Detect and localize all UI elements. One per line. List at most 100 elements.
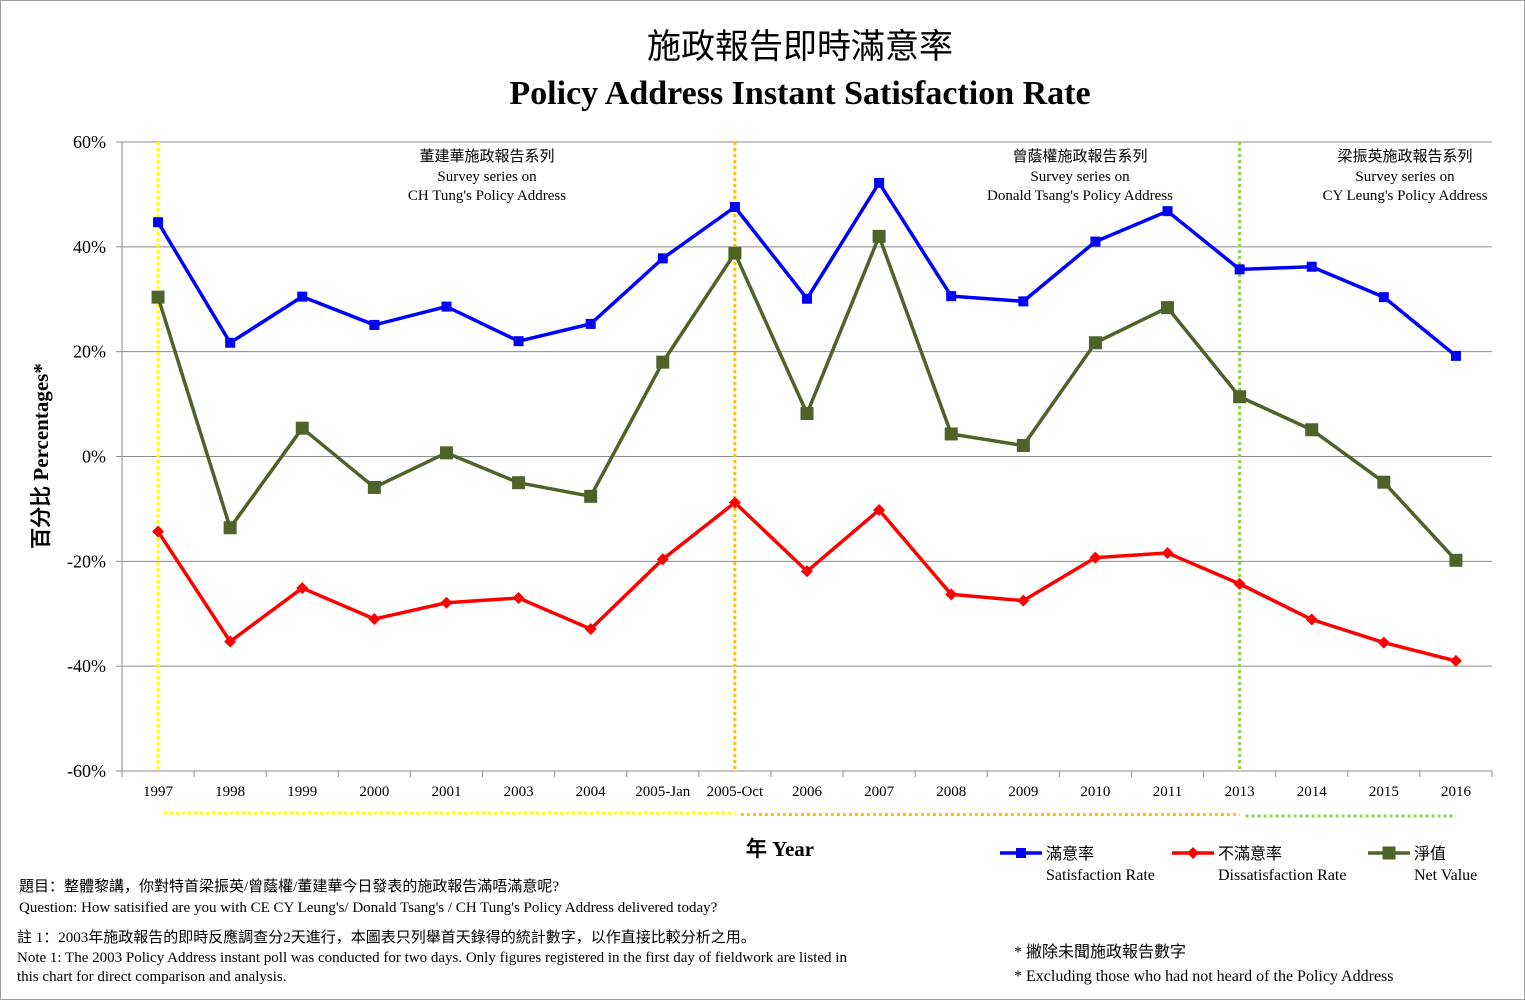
data-point: [1089, 551, 1102, 564]
x-tick-label: 2010: [1080, 784, 1110, 800]
y-tick-label: 0%: [82, 447, 106, 467]
y-tick-label: -60%: [67, 761, 106, 781]
data-point: [368, 612, 381, 625]
legend-item-net-value: 淨值 Net Value: [1368, 845, 1477, 884]
x-tick-label: 2004: [576, 784, 607, 800]
data-point: [1018, 296, 1029, 307]
data-point: [1449, 553, 1463, 567]
period-label-en-line1: Survey series on: [437, 169, 537, 185]
data-point: [1017, 594, 1030, 607]
x-tick-label: 2005-Jan: [635, 784, 690, 800]
legend-label: 滿意率: [1046, 844, 1094, 863]
data-point: [1233, 390, 1247, 404]
legend-label-en: Satisfaction Rate: [1046, 867, 1155, 884]
data-point: [729, 201, 740, 212]
data-point: [584, 622, 597, 635]
data-point: [1378, 292, 1389, 303]
data-point: [1090, 236, 1101, 247]
question-zh: 題目：整體黎講，你對特首梁振英/曾蔭權/董建華今日發表的施政報告滿唔滿意呢?: [19, 879, 559, 895]
data-point: [1162, 206, 1173, 217]
data-point: [657, 253, 668, 264]
data-point: [152, 525, 165, 538]
data-point: [151, 290, 165, 304]
footnote-en: * Excluding those who had not heard of t…: [1014, 968, 1394, 985]
x-tick-label: 2000: [359, 784, 389, 800]
period-label-en-line2: CY Leung's Policy Address: [1322, 188, 1487, 204]
y-tick-label: -40%: [67, 656, 106, 676]
data-point: [802, 293, 812, 304]
period-markers: 董建華施政報告系列 Survey series on CH Tung's Polic…: [156, 142, 1488, 818]
x-tick-label: 2015: [1369, 784, 1399, 800]
data-point: [296, 582, 309, 595]
x-tick-label: 2014: [1297, 784, 1328, 800]
data-point: [1306, 261, 1317, 272]
data-point: [585, 318, 596, 329]
data-point: [872, 229, 886, 243]
footnote-zh: * 撇除未聞施政報告數字: [1014, 944, 1187, 961]
x-tick-label: 1999: [287, 784, 317, 800]
series-lines: [151, 177, 1463, 667]
data-point: [295, 421, 309, 435]
data-point: [656, 553, 669, 566]
data-point: [1450, 350, 1461, 361]
data-point: [439, 446, 453, 460]
series-line: [156, 181, 1458, 358]
data-point: [1016, 438, 1030, 452]
series-satisfaction-rate: [153, 177, 1461, 361]
data-point: [369, 319, 380, 330]
data-point: [728, 496, 741, 509]
legend-label-en: Net Value: [1414, 867, 1477, 884]
data-point: [728, 246, 742, 260]
data-point: [297, 291, 308, 302]
period-label-zh: 梁振英施政報告系列: [1337, 147, 1472, 165]
x-tick-label: 2005-Oct: [707, 784, 764, 800]
data-point: [1233, 577, 1246, 590]
data-point: [945, 588, 958, 601]
note1-en-line1: Note 1: The 2003 Policy Address instant …: [17, 950, 847, 966]
data-point: [440, 596, 453, 609]
period-label-zh: 董建華施政報告系列: [419, 148, 554, 165]
data-point: [1305, 423, 1319, 437]
series-net-value: [151, 229, 1463, 567]
data-point: [153, 217, 164, 228]
chart-title: 施政報告即時滿意率: [647, 27, 953, 67]
data-point: [224, 635, 237, 648]
period-label-zh: 曾蔭權施政報告系列: [1012, 148, 1147, 165]
data-point: [223, 521, 237, 535]
data-point: [513, 336, 524, 347]
x-tick-label: 2013: [1225, 784, 1255, 800]
chart-subtitle: Policy Address Instant Satisfaction Rate: [509, 75, 1090, 112]
data-point: [1305, 613, 1318, 626]
data-point: [1449, 654, 1462, 667]
data-point: [584, 489, 598, 503]
legend: 滿意率 Satisfaction Rate 不滿意率 Dissatisfaction …: [1000, 844, 1477, 884]
data-point: [874, 177, 885, 188]
x-tick-label: 2006: [792, 784, 823, 800]
note1-en-line2: this chart for direct comparison and ana…: [17, 969, 287, 985]
data-point: [512, 476, 526, 490]
data-point: [800, 407, 814, 421]
data-point: [441, 301, 452, 312]
data-point: [512, 592, 525, 605]
gridlines: [122, 141, 1492, 667]
data-point: [1016, 848, 1026, 858]
data-point: [1377, 475, 1391, 489]
x-tick-label: 1997: [143, 784, 174, 800]
data-point: [656, 355, 670, 369]
y-tick-label: 20%: [73, 342, 106, 362]
data-point: [946, 291, 957, 302]
x-tick-label: 2011: [1153, 784, 1182, 800]
legend-label: 不滿意率: [1218, 844, 1282, 863]
legend-label: 淨值: [1414, 845, 1446, 863]
data-point: [1161, 546, 1174, 559]
data-point: [1234, 264, 1245, 275]
legend-label-en: Dissatisfaction Rate: [1218, 867, 1346, 884]
data-point: [1187, 847, 1199, 859]
data-point: [944, 427, 958, 441]
data-point: [367, 480, 381, 494]
data-point: [1088, 336, 1102, 350]
x-tick-label: 2016: [1441, 784, 1472, 800]
x-tick-label: 2008: [936, 784, 966, 800]
